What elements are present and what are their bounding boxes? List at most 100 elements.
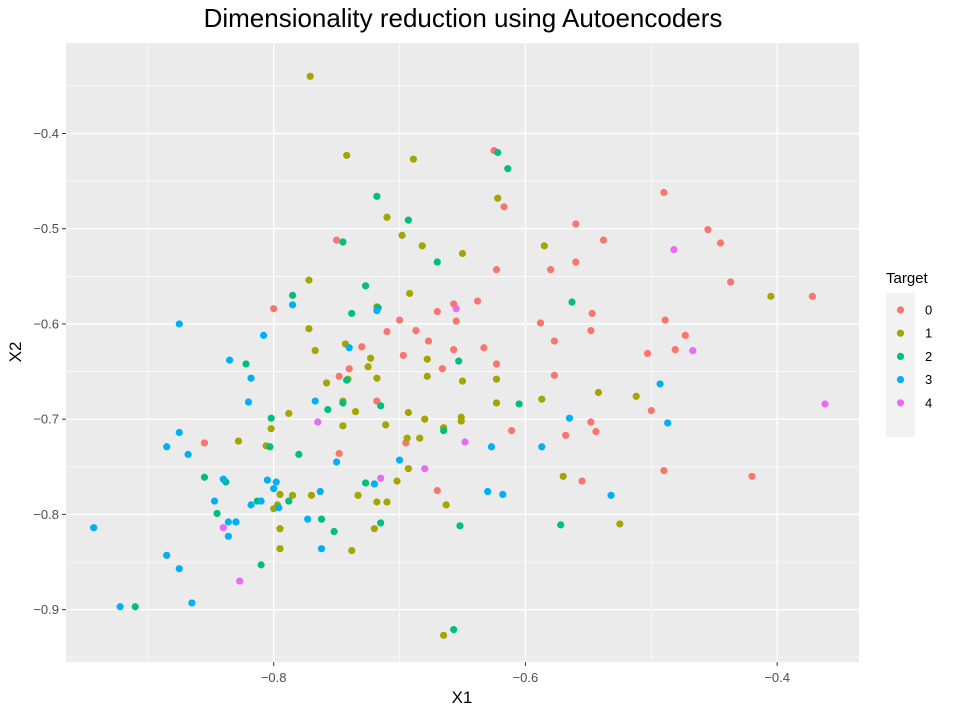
data-point-target-1 bbox=[458, 249, 467, 258]
data-point-target-1 bbox=[406, 289, 414, 298]
data-point-target-2 bbox=[456, 522, 464, 530]
data-point-target-2 bbox=[361, 479, 370, 487]
data-point-target-0 bbox=[450, 346, 458, 354]
data-point-target-3 bbox=[263, 476, 271, 484]
data-point-target-4 bbox=[314, 418, 322, 426]
data-point-target-2 bbox=[317, 515, 326, 523]
data-point-target-3 bbox=[656, 380, 664, 388]
data-point-target-1 bbox=[276, 545, 284, 553]
data-point-target-0 bbox=[592, 427, 600, 436]
data-point-target-3 bbox=[90, 524, 98, 532]
data-point-target-3 bbox=[224, 518, 232, 526]
data-point-target-3 bbox=[116, 603, 124, 611]
data-point-target-1 bbox=[383, 498, 391, 506]
legend-key-0 bbox=[896, 306, 905, 314]
data-point-target-4 bbox=[689, 346, 697, 355]
data-point-target-0 bbox=[562, 431, 570, 439]
data-point-target-2 bbox=[288, 291, 297, 299]
data-point-target-3 bbox=[272, 478, 280, 486]
data-point-target-0 bbox=[727, 278, 735, 286]
data-point-target-0 bbox=[480, 344, 488, 352]
data-point-target-1 bbox=[373, 498, 381, 506]
legend-label-0: 0 bbox=[925, 303, 932, 318]
data-point-target-1 bbox=[288, 491, 297, 499]
data-point-target-1 bbox=[403, 434, 411, 442]
legend-label-1: 1 bbox=[925, 326, 932, 341]
data-point-target-2 bbox=[213, 509, 221, 518]
data-point-target-0 bbox=[808, 292, 817, 300]
data-point-target-3 bbox=[226, 356, 234, 364]
data-point-target-4 bbox=[452, 305, 460, 313]
x-axis: −0.8 −0.6 −0.4 bbox=[261, 662, 790, 685]
data-point-target-2 bbox=[348, 309, 356, 318]
data-point-target-0 bbox=[200, 439, 209, 447]
data-point-target-3 bbox=[370, 480, 378, 488]
legend-label-2: 2 bbox=[925, 349, 932, 364]
data-point-target-3 bbox=[184, 450, 192, 458]
data-point-target-2 bbox=[494, 148, 502, 157]
data-point-target-3 bbox=[664, 419, 672, 427]
data-point-target-0 bbox=[395, 316, 404, 324]
legend-key-4 bbox=[896, 399, 905, 407]
data-point-target-1 bbox=[305, 325, 313, 333]
data-point-target-3 bbox=[232, 518, 240, 526]
data-point-target-1 bbox=[373, 374, 381, 382]
data-point-target-2 bbox=[242, 360, 250, 368]
data-point-target-1 bbox=[322, 379, 331, 387]
data-point-target-1 bbox=[492, 375, 501, 383]
data-point-target-3 bbox=[316, 487, 324, 496]
data-point-target-0 bbox=[474, 297, 482, 305]
data-point-target-3 bbox=[163, 551, 171, 559]
data-point-target-1 bbox=[457, 417, 465, 425]
data-point-target-4 bbox=[670, 246, 678, 254]
data-point-target-3 bbox=[175, 565, 183, 573]
legend-title: Target bbox=[886, 270, 929, 287]
data-point-target-3 bbox=[260, 331, 268, 339]
data-point-target-0 bbox=[572, 258, 580, 266]
plot-panel bbox=[66, 43, 859, 662]
data-point-target-3 bbox=[538, 443, 546, 451]
data-point-target-0 bbox=[335, 372, 343, 380]
data-point-target-3 bbox=[257, 497, 265, 505]
data-point-target-1 bbox=[404, 465, 412, 473]
legend-key-1 bbox=[896, 329, 905, 337]
data-point-target-0 bbox=[588, 309, 596, 318]
data-point-target-1 bbox=[423, 355, 431, 363]
data-point-target-2 bbox=[131, 603, 139, 611]
data-point-target-0 bbox=[550, 337, 558, 345]
data-point-target-3 bbox=[175, 428, 183, 437]
data-point-target-1 bbox=[307, 491, 316, 499]
data-point-target-1 bbox=[423, 372, 431, 380]
y-tick-label: −0.7 bbox=[33, 412, 59, 427]
data-point-target-2 bbox=[267, 414, 275, 422]
data-point-target-0 bbox=[671, 346, 679, 354]
data-point-target-1 bbox=[383, 213, 391, 221]
data-point-target-0 bbox=[547, 266, 555, 274]
data-point-target-1 bbox=[458, 377, 467, 385]
data-point-target-0 bbox=[599, 236, 608, 244]
data-point-target-3 bbox=[311, 397, 319, 405]
data-point-target-0 bbox=[424, 337, 433, 345]
y-axis-title: X2 bbox=[6, 342, 25, 363]
data-point-target-0 bbox=[572, 220, 580, 228]
data-point-target-3 bbox=[247, 374, 255, 382]
data-point-target-1 bbox=[234, 437, 243, 445]
data-points bbox=[90, 72, 829, 639]
data-point-target-3 bbox=[373, 306, 381, 315]
data-point-target-0 bbox=[587, 418, 595, 426]
data-point-target-3 bbox=[275, 504, 283, 512]
y-tick-label: −0.5 bbox=[33, 221, 59, 236]
data-point-target-2 bbox=[557, 521, 565, 529]
data-point-target-3 bbox=[219, 475, 227, 483]
data-point-target-4 bbox=[421, 465, 429, 473]
data-point-target-3 bbox=[499, 490, 507, 498]
data-point-target-1 bbox=[276, 525, 284, 533]
data-point-target-1 bbox=[494, 194, 502, 202]
y-tick-label: −0.8 bbox=[33, 507, 59, 522]
data-point-target-3 bbox=[163, 443, 171, 451]
data-point-target-2 bbox=[433, 258, 441, 266]
y-axis: −0.9 −0.8 −0.7 −0.6 −0.5 −0.4 bbox=[33, 126, 66, 617]
data-point-target-0 bbox=[660, 188, 668, 197]
data-point-target-4 bbox=[236, 577, 244, 585]
